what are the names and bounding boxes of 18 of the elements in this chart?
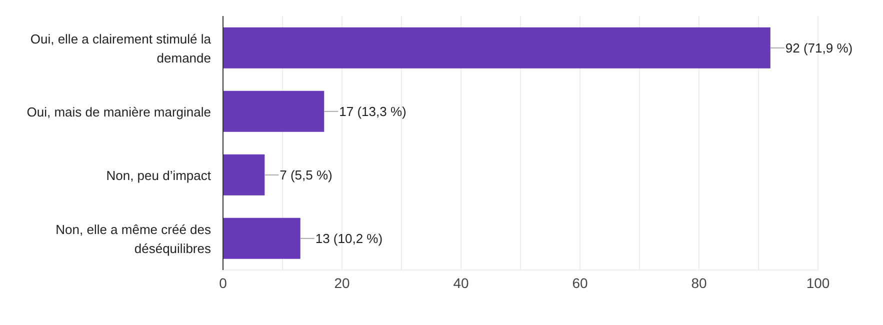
x-tick-label: 20 — [334, 274, 350, 291]
x-tick-label: 0 — [219, 274, 228, 291]
data-label: 17 (13,3 %) — [339, 104, 406, 119]
bar — [223, 90, 324, 132]
x-tick-label: 100 — [806, 274, 830, 291]
y-tick-label: Oui, mais de manière marginale — [26, 104, 211, 119]
x-tick-label: 60 — [572, 274, 588, 291]
bar — [223, 27, 770, 68]
data-label: 7 (5,5 %) — [280, 167, 332, 182]
bar — [223, 154, 265, 196]
data-label: 92 (71,9 %) — [785, 40, 853, 56]
data-label: 13 (10,2 %) — [315, 230, 383, 246]
y-tick-label: Non, elle a même créé des déséquilibres — [56, 221, 212, 256]
y-tick-label: Non, peu d’impact — [106, 167, 212, 182]
bar — [223, 218, 300, 259]
x-tick-label: 40 — [453, 274, 469, 291]
x-tick-label: 80 — [691, 274, 707, 291]
y-tick-label: Oui, elle a clairement stimulé la demande — [30, 30, 212, 65]
